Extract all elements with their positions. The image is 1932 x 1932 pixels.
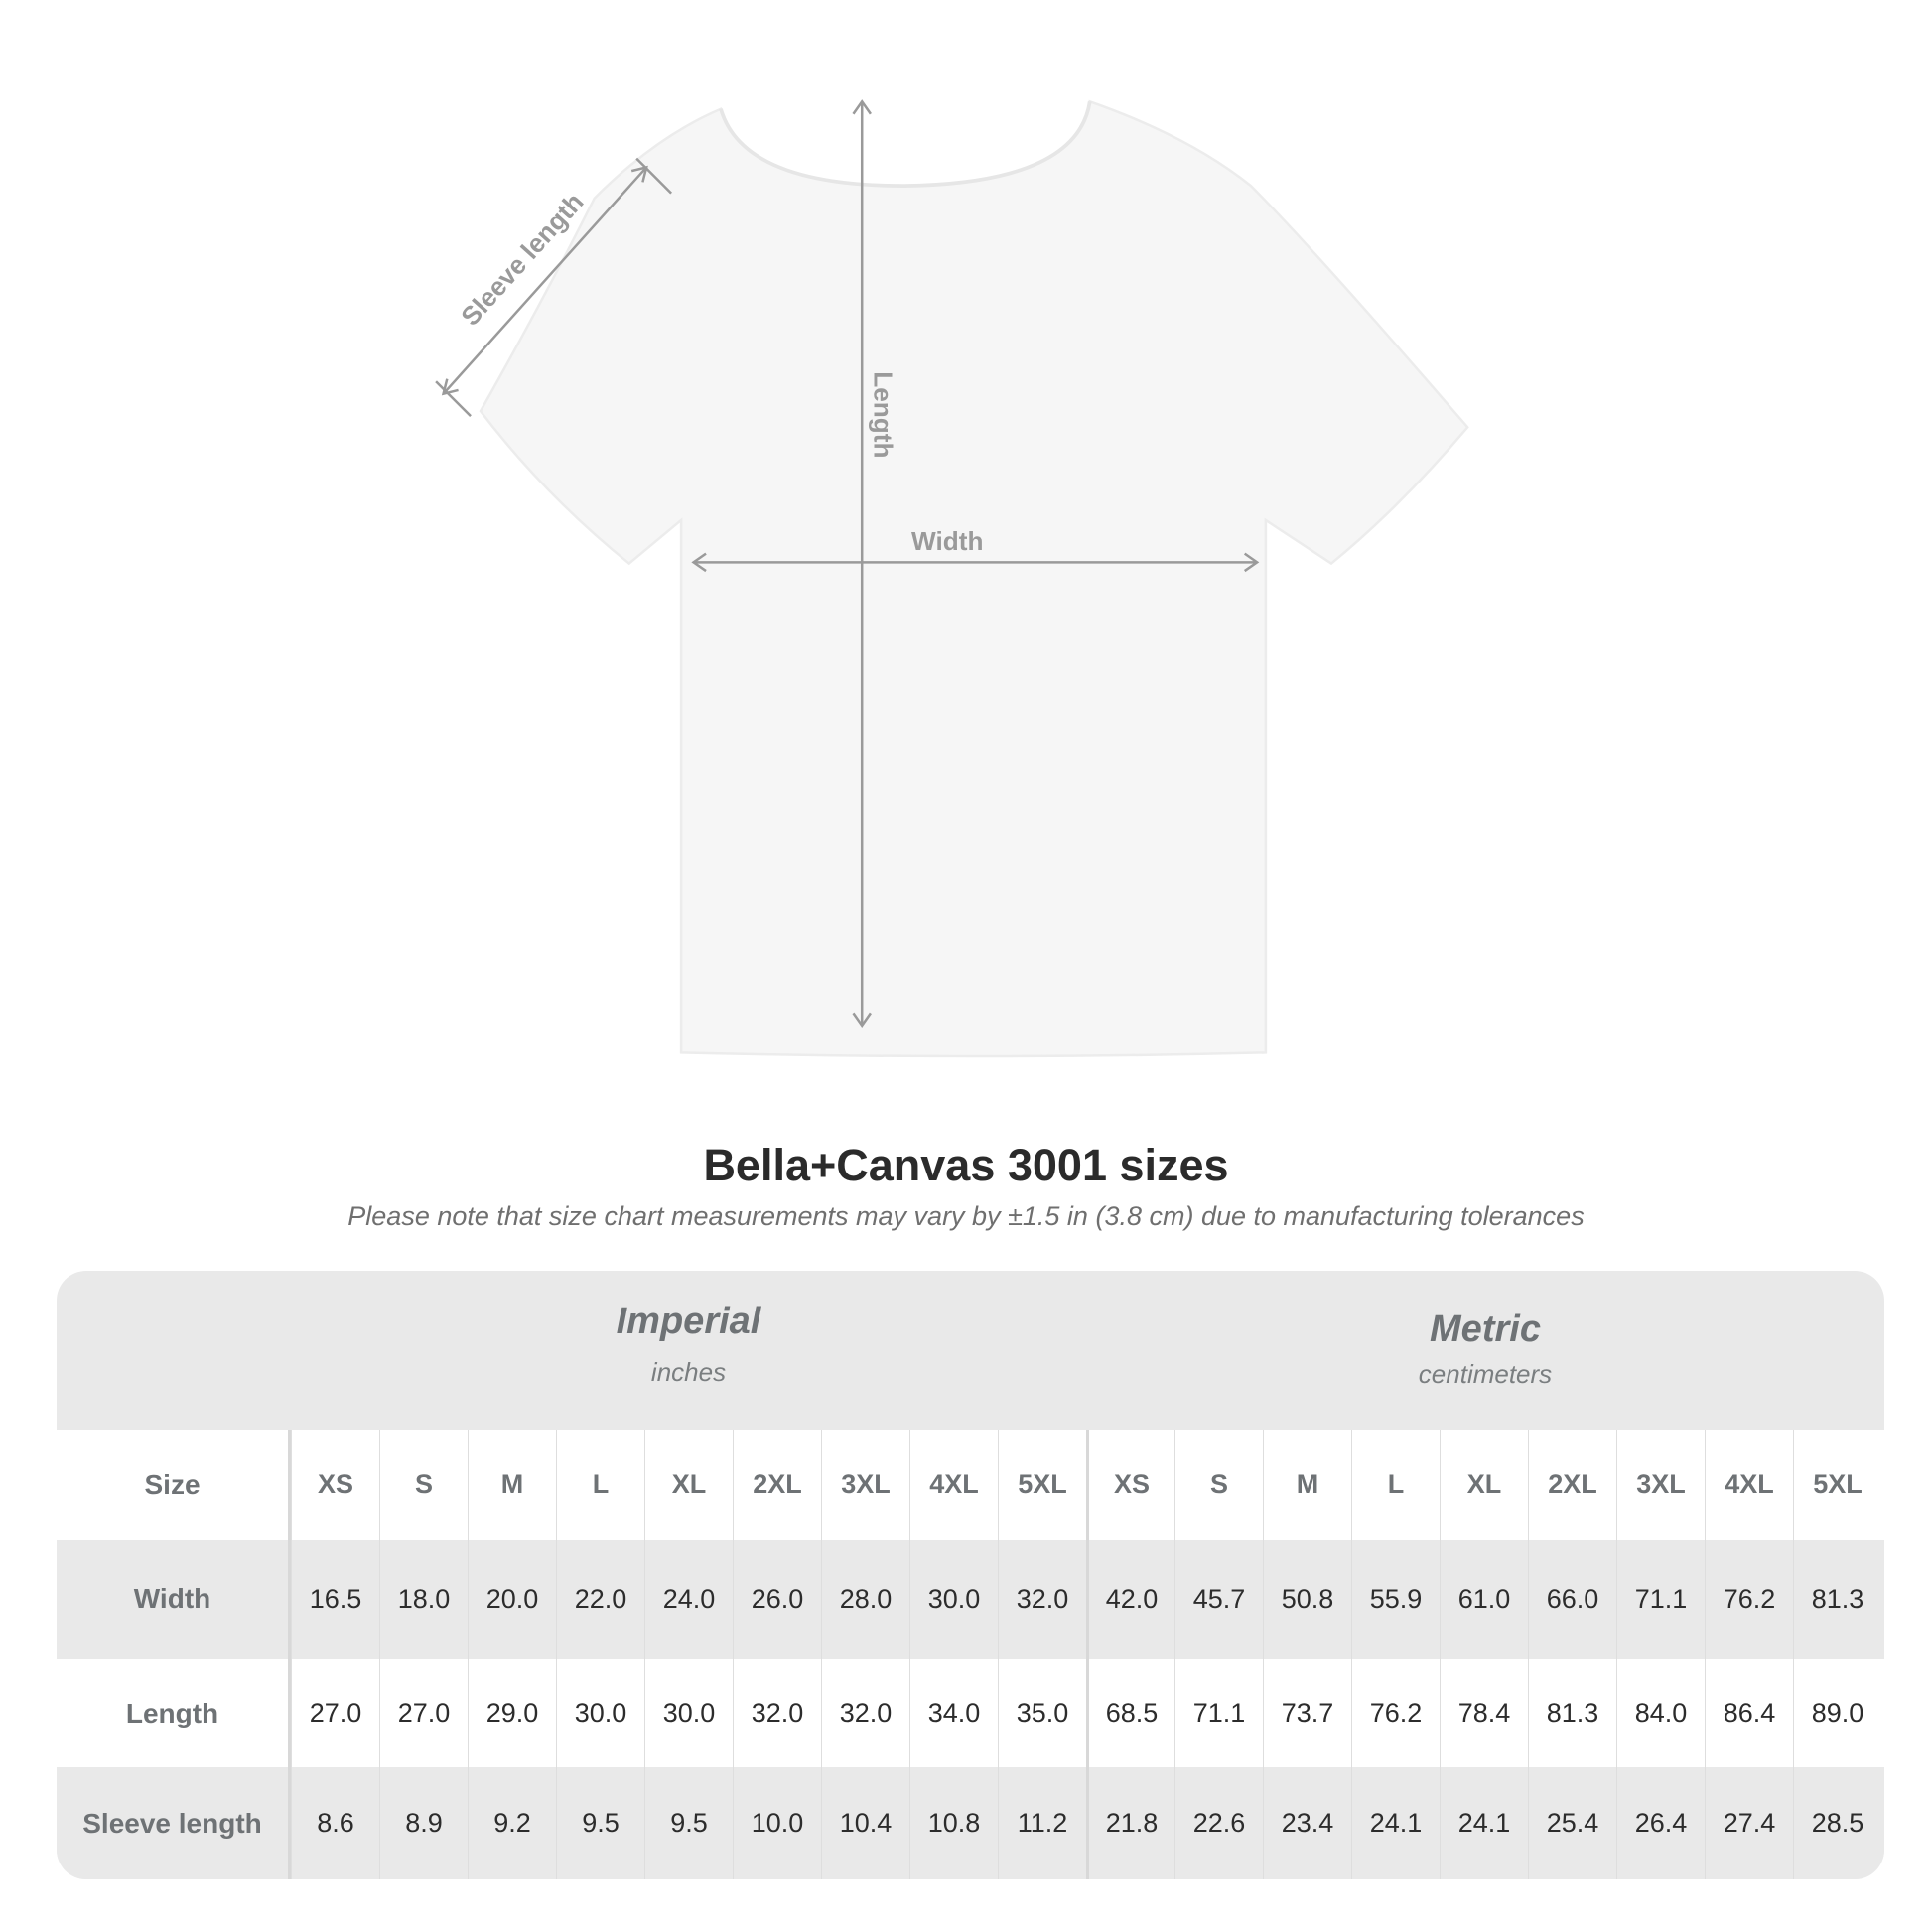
table-cell-imperial: 28.0: [821, 1540, 909, 1659]
table-cell-metric: 66.0: [1528, 1540, 1616, 1659]
width-label: Width: [911, 526, 983, 556]
table-cell-metric: 50.8: [1263, 1540, 1351, 1659]
size-header-imperial: M: [468, 1430, 556, 1540]
row-label: Size: [57, 1430, 291, 1540]
size-header-imperial: 2XL: [733, 1430, 821, 1540]
table-cell-metric: 24.1: [1351, 1767, 1440, 1879]
table-cell-imperial: 9.5: [556, 1767, 644, 1879]
table-cell-metric: 21.8: [1086, 1767, 1174, 1879]
size-header-imperial: S: [379, 1430, 468, 1540]
table-cell-metric: 71.1: [1174, 1659, 1263, 1767]
table-cell-imperial: 8.9: [379, 1767, 468, 1879]
sleeve-arrow: [442, 166, 648, 395]
metric-unit: centimeters: [1418, 1359, 1553, 1389]
table-cell-imperial: 30.0: [909, 1540, 998, 1659]
page-title: Bella+Canvas 3001 sizes: [703, 1140, 1229, 1190]
table-cell-metric: 76.2: [1705, 1540, 1793, 1659]
table-cell-metric: 61.0: [1440, 1540, 1528, 1659]
table-cell-imperial: 9.2: [468, 1767, 556, 1879]
table-cell-imperial: 11.2: [998, 1767, 1086, 1879]
table-cell-imperial: 10.0: [733, 1767, 821, 1879]
row-label: Width: [57, 1540, 291, 1659]
table-cell-metric: 22.6: [1174, 1767, 1263, 1879]
table-cell-imperial: 27.0: [291, 1659, 379, 1767]
size-header-imperial: L: [556, 1430, 644, 1540]
table-cell-imperial: 32.0: [998, 1540, 1086, 1659]
table-cell-imperial: 34.0: [909, 1659, 998, 1767]
table-row-length: Length 27.0 27.0 29.0 30.0 30.0 32.0 32.0 34.0 35…: [57, 1659, 1884, 1767]
table-cell-imperial: 24.0: [644, 1540, 733, 1659]
table-cell-imperial: 29.0: [468, 1659, 556, 1767]
table-cell-imperial: 26.0: [733, 1540, 821, 1659]
size-header-imperial: XS: [291, 1430, 379, 1540]
table-cell-metric: 45.7: [1174, 1540, 1263, 1659]
size-header-metric: 5XL: [1793, 1430, 1881, 1540]
table-cell-imperial: 30.0: [556, 1659, 644, 1767]
table-cell-imperial: 18.0: [379, 1540, 468, 1659]
metric-header: Metric centimeters: [1086, 1309, 1884, 1390]
table-cell-metric: 89.0: [1793, 1659, 1881, 1767]
row-label: Length: [57, 1659, 291, 1767]
table-cell-imperial: 16.5: [291, 1540, 379, 1659]
table-cell-imperial: 20.0: [468, 1540, 556, 1659]
table-header: Imperial inches Metric centimeters: [57, 1271, 1884, 1430]
table-cell-metric: 23.4: [1263, 1767, 1351, 1879]
size-header-imperial: 5XL: [998, 1430, 1086, 1540]
tolerance-note: Please note that size chart measurements…: [347, 1201, 1585, 1231]
table-cell-metric: 86.4: [1705, 1659, 1793, 1767]
table-cell-metric: 68.5: [1086, 1659, 1174, 1767]
table-cell-metric: 73.7: [1263, 1659, 1351, 1767]
size-header-metric: XL: [1440, 1430, 1528, 1540]
table-cell-imperial: 22.0: [556, 1540, 644, 1659]
table-row-size: Size XS S M L XL 2XL 3XL 4XL 5XL XS S M L XL 2XL 3XL 4XL 5…: [57, 1430, 1884, 1540]
table-cell-imperial: 27.0: [379, 1659, 468, 1767]
size-header-metric: L: [1351, 1430, 1440, 1540]
row-label: Sleeve length: [57, 1767, 291, 1879]
size-header-metric: XS: [1086, 1430, 1174, 1540]
size-header-metric: M: [1263, 1430, 1351, 1540]
table-cell-imperial: 10.4: [821, 1767, 909, 1879]
tshirt-shape: [479, 99, 1469, 1058]
table-cell-metric: 76.2: [1351, 1659, 1440, 1767]
size-header-metric: 3XL: [1616, 1430, 1705, 1540]
size-table: Imperial inches Metric centimeters Size X…: [57, 1271, 1884, 1879]
table-cell-metric: 28.5: [1793, 1767, 1881, 1879]
table-row-width: Width 16.5 18.0 20.0 22.0 24.0 26.0 28.0 30.0 32.…: [57, 1540, 1884, 1659]
table-cell-imperial: 8.6: [291, 1767, 379, 1879]
table-cell-imperial: 30.0: [644, 1659, 733, 1767]
table-cell-imperial: 32.0: [733, 1659, 821, 1767]
table-cell-metric: 25.4: [1528, 1767, 1616, 1879]
size-header-imperial: XL: [644, 1430, 733, 1540]
table-cell-metric: 81.3: [1793, 1540, 1881, 1659]
size-header-metric: S: [1174, 1430, 1263, 1540]
table-cell-metric: 42.0: [1086, 1540, 1174, 1659]
table-cell-imperial: 32.0: [821, 1659, 909, 1767]
size-header-metric: 4XL: [1705, 1430, 1793, 1540]
table-row-sleeve-length: Sleeve length 8.6 8.9 9.2 9.5 9.5 10.0 10.4 10.8…: [57, 1767, 1884, 1879]
length-label: Length: [869, 371, 898, 458]
size-header-imperial: 3XL: [821, 1430, 909, 1540]
table-cell-metric: 27.4: [1705, 1767, 1793, 1879]
size-header-metric: 2XL: [1528, 1430, 1616, 1540]
table-cell-imperial: 9.5: [644, 1767, 733, 1879]
imperial-header: Imperial inches: [291, 1301, 1086, 1388]
table-cell-metric: 24.1: [1440, 1767, 1528, 1879]
metric-title: Metric: [1430, 1309, 1541, 1350]
table-cell-metric: 55.9: [1351, 1540, 1440, 1659]
table-cell-metric: 84.0: [1616, 1659, 1705, 1767]
table-cell-metric: 71.1: [1616, 1540, 1705, 1659]
imperial-title: Imperial: [616, 1301, 761, 1342]
table-cell-imperial: 35.0: [998, 1659, 1086, 1767]
table-cell-metric: 78.4: [1440, 1659, 1528, 1767]
table-cell-imperial: 10.8: [909, 1767, 998, 1879]
table-cell-metric: 26.4: [1616, 1767, 1705, 1879]
imperial-unit: inches: [650, 1357, 727, 1387]
size-header-imperial: 4XL: [909, 1430, 998, 1540]
table-cell-metric: 81.3: [1528, 1659, 1616, 1767]
